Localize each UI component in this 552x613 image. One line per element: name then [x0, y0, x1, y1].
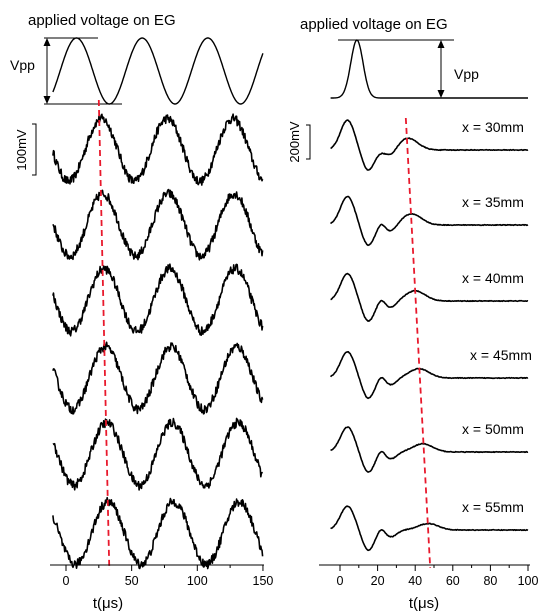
left-vpp-arrow-down — [43, 96, 51, 104]
left-scale-bar — [32, 123, 37, 176]
right-x-axis-label: t(μs) — [409, 595, 439, 612]
right-x-ticks: 0 20 40 60 80 100 — [337, 565, 539, 588]
left-tick-label-2: 100 — [187, 574, 208, 588]
right-vpp-arrow-up — [437, 40, 445, 48]
right-tick-label-4: 80 — [483, 574, 497, 588]
left-trace-1 — [52, 113, 264, 186]
right-trace-4 — [329, 351, 529, 400]
left-reference-sine — [52, 37, 264, 105]
left-traces — [52, 113, 264, 570]
position-label-3: x = 40mm — [462, 270, 524, 286]
right-scale-label: 200mV — [287, 121, 302, 163]
right-trace-5 — [330, 426, 529, 473]
right-scale-bar — [306, 124, 311, 160]
right-tick-label-1: 20 — [371, 574, 385, 588]
left-title: applied voltage on EG — [28, 12, 176, 29]
left-tick-label-3: 150 — [253, 574, 274, 588]
right-tick-label-0: 0 — [337, 574, 344, 588]
right-traces — [329, 119, 529, 552]
right-vpp-arrow-down — [437, 90, 445, 98]
right-peak-marker — [404, 117, 432, 569]
right-title: applied voltage on EG — [300, 16, 448, 33]
left-tick-label-0: 0 — [63, 574, 70, 588]
right-panel: applied voltage on EG Vpp 200mV x = 30mm… — [287, 16, 538, 612]
position-label-2: x = 35mm — [462, 194, 524, 210]
position-label-5: x = 50mm — [462, 421, 524, 437]
left-tick-label-1: 50 — [125, 574, 139, 588]
position-label-4: x = 45mm — [470, 347, 532, 363]
left-trace-2 — [52, 188, 264, 261]
right-trace-2 — [329, 195, 529, 247]
left-x-axis-label: t(μs) — [93, 595, 123, 612]
left-panel: applied voltage on EG Vpp 100mV 0 50 100 15… — [10, 12, 273, 612]
right-tick-label-3: 60 — [446, 574, 460, 588]
left-trace-4 — [52, 341, 264, 415]
right-tick-label-5: 100 — [518, 574, 539, 588]
right-trace-1 — [330, 119, 529, 171]
right-tick-label-2: 40 — [408, 574, 422, 588]
left-x-ticks: 0 50 100 150 — [63, 565, 274, 588]
right-trace-3 — [330, 272, 529, 322]
left-vpp-arrow-up — [43, 38, 51, 46]
right-vpp-label: Vpp — [454, 66, 479, 82]
left-scale-label: 100mV — [14, 129, 29, 171]
right-reference-pulse — [330, 39, 528, 99]
position-label-1: x = 30mm — [462, 119, 524, 135]
position-label-6: x = 55mm — [462, 499, 524, 515]
left-trace-6 — [52, 496, 264, 570]
right-position-labels: x = 30mm x = 35mm x = 40mm x = 45mm x = 50mm… — [462, 119, 532, 515]
left-trace-3 — [52, 263, 264, 337]
left-vpp-label: Vpp — [10, 57, 35, 73]
right-trace-6 — [330, 505, 529, 552]
left-peak-marker — [97, 99, 111, 571]
left-trace-5 — [52, 417, 264, 491]
